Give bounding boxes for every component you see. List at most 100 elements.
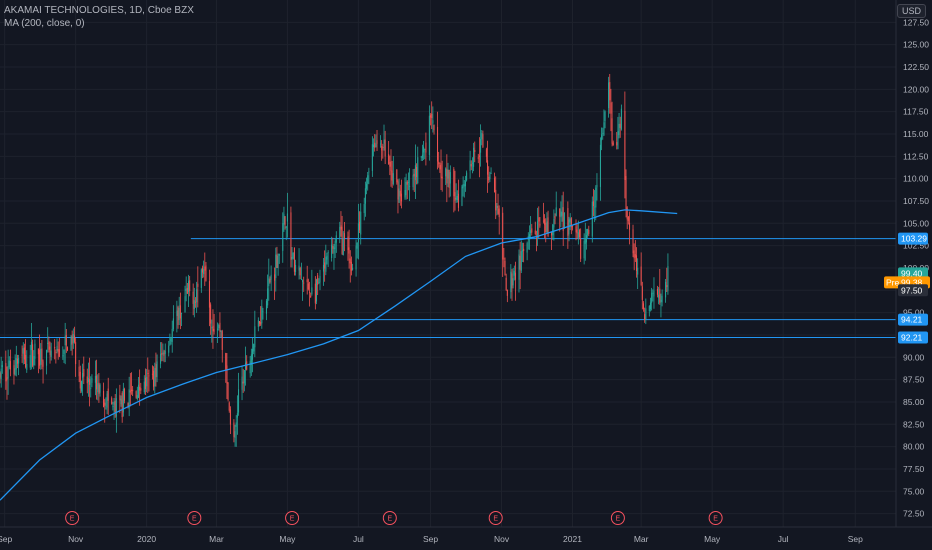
- time-tick-label: 2021: [563, 534, 582, 544]
- candle-body: [477, 157, 479, 159]
- candle-body: [485, 149, 487, 157]
- last-price-tag: [898, 267, 928, 280]
- candle-body: [632, 229, 634, 254]
- candle-body: [211, 327, 213, 329]
- horizontal-levels: [0, 238, 896, 339]
- candle-body: [610, 102, 612, 114]
- candle-body: [127, 403, 129, 408]
- candle-body: [154, 367, 156, 387]
- candle-body: [242, 381, 244, 384]
- candle-body: [200, 269, 202, 288]
- earnings-marker: [382, 511, 397, 525]
- symbol-title[interactable]: AKAMAI TECHNOLOGIES, 1D, Cboe BZX: [4, 5, 194, 16]
- candle-body: [335, 235, 337, 243]
- candle-body: [620, 108, 622, 130]
- candle-body: [371, 144, 373, 171]
- candle-body: [624, 110, 626, 181]
- candle-body: [47, 342, 49, 345]
- candle-body: [73, 335, 75, 343]
- candle-body: [511, 273, 513, 289]
- level-price-tag: [898, 331, 928, 344]
- price-tick-label: 72.50: [903, 509, 925, 519]
- candle-body: [438, 161, 440, 165]
- candle-body: [342, 238, 344, 256]
- candle-body: [96, 375, 98, 390]
- candle-body: [208, 281, 210, 308]
- candle-body: [502, 212, 504, 260]
- candle-body: [0, 368, 2, 380]
- candle-body: [609, 82, 611, 101]
- candle-body: [324, 262, 326, 269]
- candle-body: [33, 356, 35, 366]
- candle-body: [599, 144, 601, 187]
- candle-body: [221, 331, 223, 350]
- earnings-marker: [488, 511, 503, 525]
- time-axis[interactable]: Sep Nov 2020 Mar May Jul Sep Nov 2021 Mar May Jul Se…: [0, 526, 932, 544]
- candle-body: [55, 352, 57, 354]
- candle-body: [440, 163, 442, 178]
- candle-body: [648, 306, 650, 312]
- price-tick-label: 112.50: [903, 151, 929, 161]
- candle-body: [34, 343, 36, 359]
- candle-body: [652, 292, 654, 294]
- candle-body: [583, 240, 585, 259]
- candle-body: [123, 388, 126, 401]
- price-tick-label: 107.50: [903, 196, 929, 206]
- candle-body: [70, 336, 72, 350]
- candle-body: [619, 123, 621, 128]
- candle-body: [26, 363, 28, 370]
- candle-body: [79, 371, 81, 389]
- candle-body: [181, 313, 183, 314]
- candle-body: [432, 120, 434, 124]
- price-tick-label: 95.00: [903, 308, 925, 318]
- candle-body: [645, 308, 647, 320]
- candle-body: [160, 353, 162, 364]
- candle-body: [197, 283, 199, 287]
- candle-body: [553, 219, 555, 228]
- earnings-marker-label: E: [713, 516, 718, 523]
- candle-body: [414, 165, 416, 181]
- candle-body: [251, 349, 254, 360]
- candle-body: [245, 362, 247, 370]
- indicator-title[interactable]: MA (200, close, 0): [4, 18, 85, 29]
- candle-body: [241, 376, 243, 390]
- candle-body: [518, 254, 520, 280]
- candle-body: [332, 245, 334, 249]
- candle-body: [58, 349, 60, 357]
- candle-body: [212, 325, 214, 332]
- candle-body: [161, 353, 163, 355]
- candle-body: [66, 347, 69, 351]
- candle-body: [302, 280, 304, 283]
- candle-body: [143, 381, 145, 393]
- premarket-price-label: 99.38: [901, 277, 923, 287]
- candle-body: [595, 187, 597, 208]
- candle-body: [18, 357, 20, 364]
- candle-body: [146, 376, 148, 387]
- candle-body: [382, 146, 384, 148]
- candle-body: [627, 216, 629, 221]
- candle-body: [32, 344, 34, 366]
- candle-body: [128, 389, 130, 408]
- candle-body: [282, 223, 284, 251]
- candle-body: [424, 149, 426, 150]
- candle-body: [428, 115, 430, 155]
- candle-body: [555, 207, 557, 216]
- candle-body: [307, 283, 309, 290]
- candle-body: [276, 254, 278, 269]
- candle-body: [257, 320, 259, 327]
- candle-body: [488, 176, 490, 181]
- level-price-tag-label: 92.21: [901, 333, 923, 343]
- candle-body: [626, 207, 628, 220]
- candle-body: [49, 346, 51, 356]
- candle-body: [531, 228, 533, 233]
- currency-badge[interactable]: USD: [896, 4, 926, 18]
- candle-body: [299, 267, 301, 276]
- candle-body: [148, 375, 150, 377]
- candle-body: [283, 214, 285, 225]
- ma-200-path: [0, 209, 678, 501]
- candle-body: [596, 184, 598, 188]
- candle-body: [659, 288, 661, 303]
- candle-body: [363, 204, 365, 213]
- candle-body: [178, 307, 180, 321]
